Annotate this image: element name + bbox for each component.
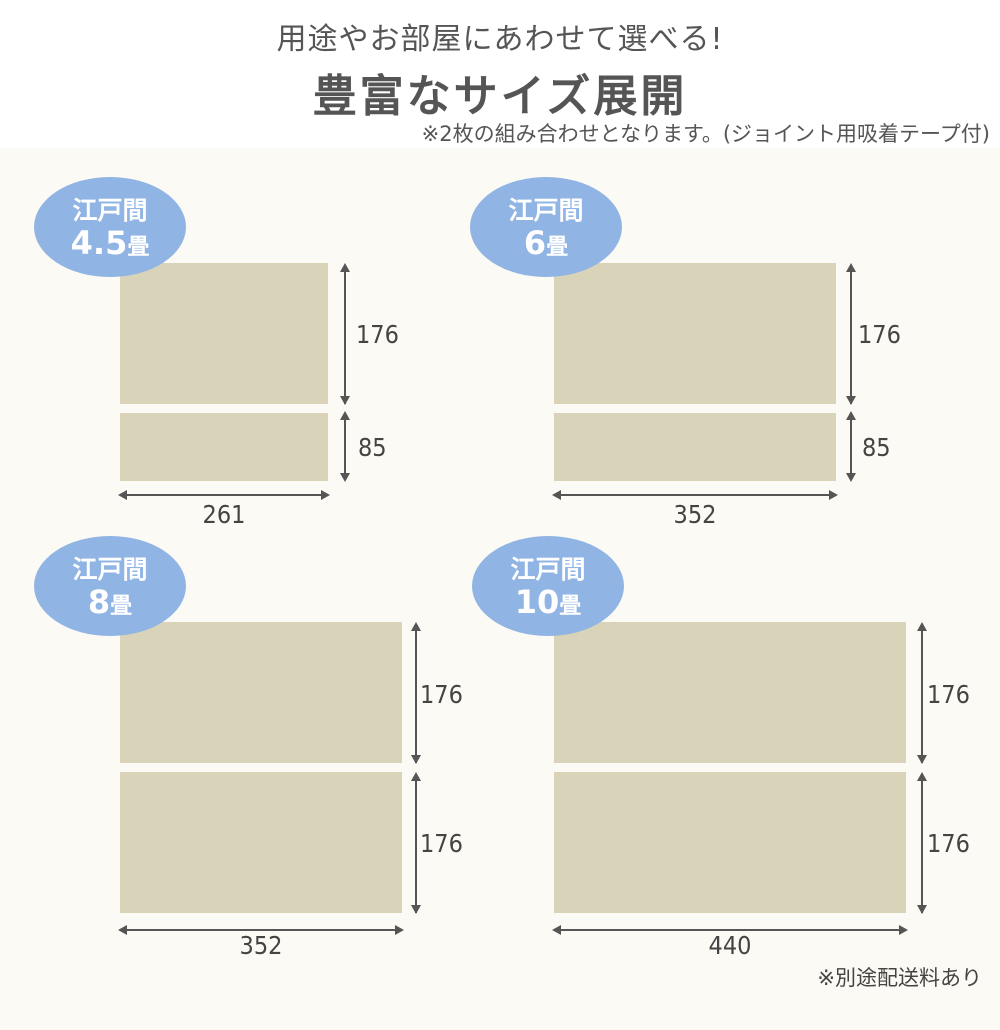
arrow-up-icon (846, 411, 856, 420)
size-badge: 江戸間 10畳 (472, 536, 624, 636)
height-arrow (921, 625, 923, 763)
arrow-up-icon (917, 772, 927, 781)
arrow-down-icon (340, 473, 350, 482)
badge-size: 10 (514, 583, 560, 621)
size-badge: 江戸間 6畳 (470, 177, 622, 277)
height-label: 176 (927, 680, 970, 709)
height-arrow (850, 266, 852, 404)
mat-bottom (554, 772, 906, 913)
height-label: 176 (420, 829, 463, 858)
arrow-up-icon (340, 263, 350, 272)
mat-bottom (120, 413, 328, 481)
width-label: 352 (239, 931, 283, 960)
badge-size: 4.5 (70, 224, 128, 262)
size-badge: 江戸間 4.5畳 (34, 177, 186, 277)
arrow-down-icon (846, 473, 856, 482)
height-label: 85 (358, 433, 387, 462)
shipping-note: ※別途配送料あり (817, 966, 982, 990)
height-arrow (344, 266, 346, 404)
arrow-left-icon (118, 925, 127, 935)
width-label: 261 (202, 500, 246, 529)
height-arrow (850, 414, 852, 480)
arrow-left-icon (118, 490, 127, 500)
page-title: 豊富なサイズ展開 (312, 71, 688, 122)
mat-bottom (554, 413, 836, 481)
arrow-right-icon (899, 925, 908, 935)
height-arrow (415, 625, 417, 763)
header-note: ※2枚の組み合わせとなります。(ジョイント用吸着テープ付) (421, 122, 990, 146)
arrow-up-icon (917, 622, 927, 631)
height-arrow (344, 414, 346, 480)
size-badge: 江戸間 8畳 (34, 536, 186, 636)
width-arrow (556, 494, 835, 496)
badge-label: 江戸間 (508, 196, 584, 225)
width-label: 440 (708, 931, 752, 960)
width-arrow (122, 929, 401, 931)
badge-size: 8 (87, 583, 111, 621)
height-label: 176 (420, 680, 463, 709)
arrow-up-icon (411, 772, 421, 781)
badge-unit: 畳 (127, 235, 150, 260)
arrow-down-icon (846, 396, 856, 405)
height-arrow (415, 775, 417, 913)
height-label: 176 (927, 829, 970, 858)
arrow-down-icon (917, 905, 927, 914)
mat-top (120, 263, 328, 404)
arrow-right-icon (829, 490, 838, 500)
height-arrow (921, 775, 923, 913)
badge-size: 6 (523, 224, 547, 262)
badge-label: 江戸間 (72, 555, 148, 584)
subtitle: 用途やお部屋にあわせて選べる! (276, 22, 724, 57)
arrow-down-icon (340, 396, 350, 405)
arrow-left-icon (552, 925, 561, 935)
badge-unit: 畳 (559, 594, 582, 619)
arrow-up-icon (846, 263, 856, 272)
arrow-left-icon (552, 490, 561, 500)
width-arrow (556, 929, 905, 931)
height-label: 176 (858, 320, 901, 349)
badge-unit: 畳 (546, 235, 569, 260)
arrow-right-icon (395, 925, 404, 935)
arrow-down-icon (917, 755, 927, 764)
badge-unit: 畳 (110, 594, 133, 619)
width-arrow (122, 494, 327, 496)
height-label: 176 (356, 320, 399, 349)
arrow-up-icon (411, 622, 421, 631)
height-label: 85 (862, 433, 891, 462)
mat-top (554, 263, 836, 404)
width-label: 352 (673, 500, 717, 529)
arrow-up-icon (340, 411, 350, 420)
badge-label: 江戸間 (72, 196, 148, 225)
mat-bottom (120, 772, 402, 913)
header: 用途やお部屋にあわせて選べる! 豊富なサイズ展開 ※2枚の組み合わせとなります。… (0, 0, 1000, 148)
mat-top (554, 622, 906, 763)
arrow-down-icon (411, 905, 421, 914)
badge-label: 江戸間 (510, 555, 586, 584)
arrow-down-icon (411, 755, 421, 764)
arrow-right-icon (321, 490, 330, 500)
mat-top (120, 622, 402, 763)
